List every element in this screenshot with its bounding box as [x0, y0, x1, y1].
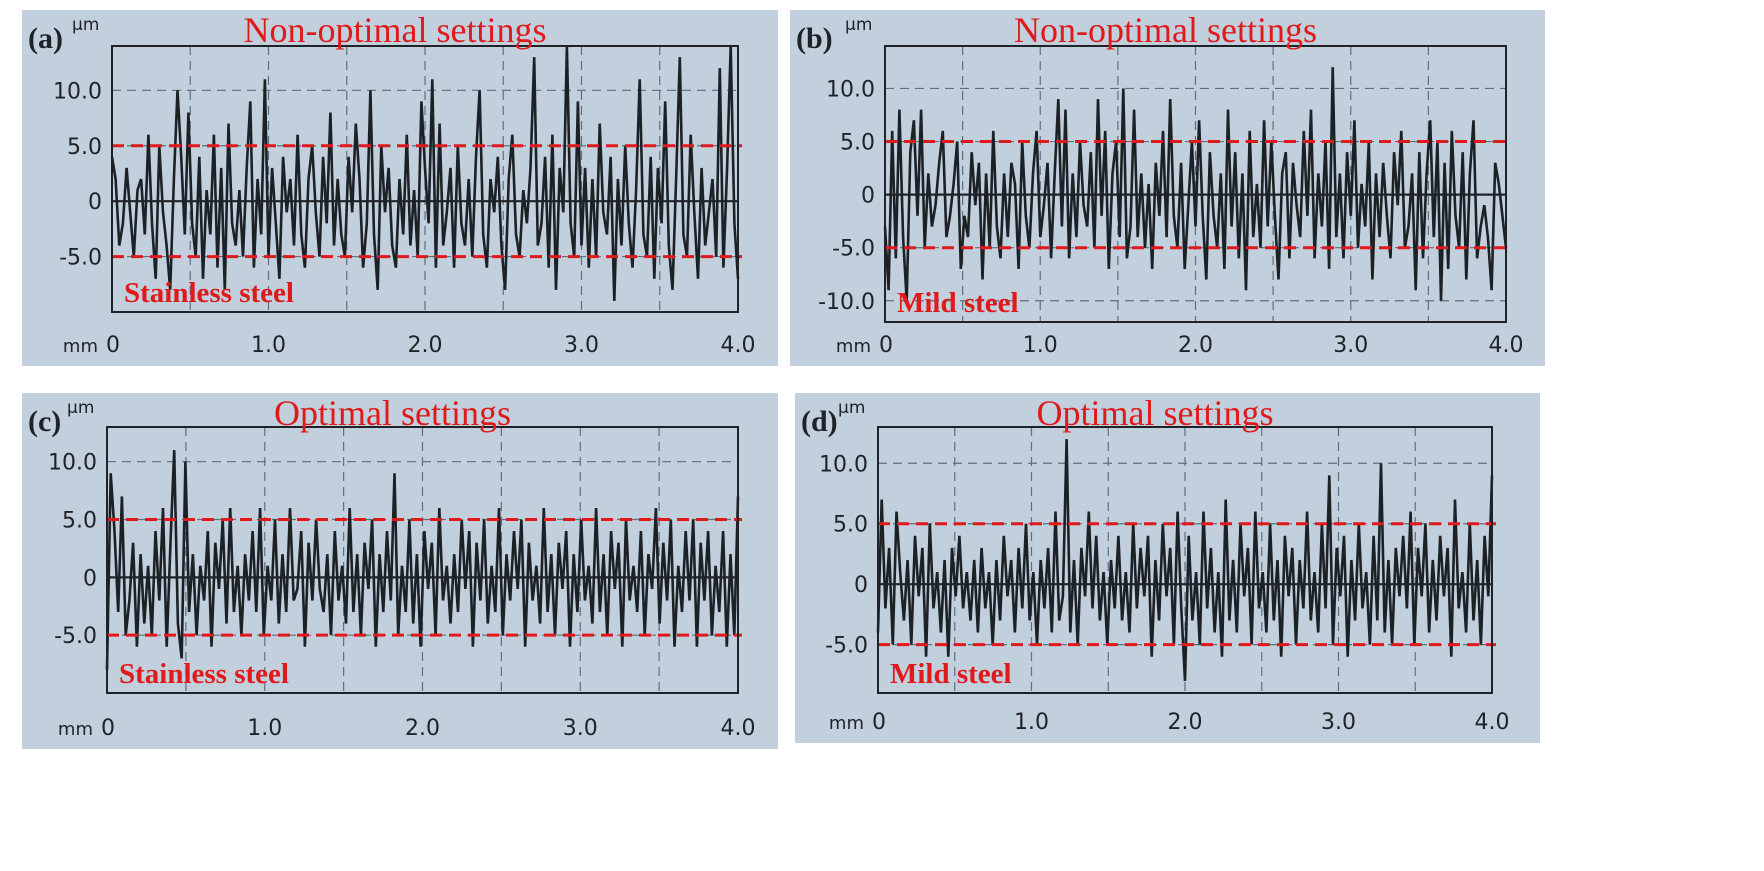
chart-title: Optimal settings: [274, 393, 511, 433]
x-tick-label: 3.0: [1321, 710, 1356, 735]
plot-frame: [877, 426, 1493, 694]
material-label: Stainless steel: [124, 277, 294, 309]
y-tick-label: -5.0: [832, 237, 875, 262]
material-label: Stainless steel: [119, 658, 289, 690]
x-axis-unit: mm: [58, 719, 93, 740]
plot-frame: [884, 45, 1507, 323]
x-tick-label: 2.0: [1178, 333, 1213, 358]
profile-trace: [883, 67, 1508, 301]
chart-svg: 10.0 5.0 0 -5.0 0 1.0 2.0 3.0 4.0 mm µm(d) Optimal …: [795, 393, 1540, 743]
y-tick-label: -10.0: [818, 290, 875, 315]
x-axis-unit: mm: [829, 713, 864, 734]
x-tick-label: 3.0: [564, 333, 599, 358]
y-axis-unit: µm: [845, 15, 872, 35]
y-tick-label: 0: [861, 184, 875, 209]
profile-trace: [110, 45, 740, 301]
x-tick-label: 1.0: [1023, 333, 1058, 358]
x-tick-label: 3.0: [563, 716, 598, 741]
y-tick-label: -5.0: [825, 634, 868, 659]
y-tick-label: -5.0: [59, 246, 102, 271]
chart-title: Optimal settings: [1037, 393, 1274, 433]
chart-svg: 10.0 5.0 0 -5.0 0 1.0 2.0 3.0 4.0 mm µm (a) Non-opti…: [22, 10, 778, 366]
x-tick-label: 0: [106, 333, 120, 358]
y-tick-label: 5.0: [67, 135, 102, 160]
chart-panel-d: 10.0 5.0 0 -5.0 0 1.0 2.0 3.0 4.0 mm µm (d) Optimal …: [795, 393, 1540, 743]
chart-svg: 10.0 5.0 0 -5.0 0 1.0 2.0 3.0 4.0 mm µm (c) Optimal …: [22, 393, 778, 749]
chart-title: Non-optimal settings: [1014, 10, 1317, 50]
y-tick-label: 0: [83, 566, 97, 591]
x-tick-label: 1.0: [247, 716, 282, 741]
x-tick-label: 0: [879, 333, 893, 358]
x-tick-label: 3.0: [1333, 333, 1368, 358]
x-axis-unit: mm: [63, 336, 98, 357]
y-tick-label: -5.0: [54, 624, 97, 649]
y-tick-label: 5.0: [833, 513, 868, 538]
panel-label: (c): [28, 405, 61, 438]
y-tick-label: 10.0: [819, 452, 868, 477]
material-label: Mild steel: [890, 658, 1012, 690]
x-tick-label: 2.0: [405, 716, 440, 741]
y-axis-unit: µm: [72, 15, 99, 35]
x-tick-label: 4.0: [721, 333, 756, 358]
y-tick-label: 10.0: [48, 451, 97, 476]
y-tick-label: 0: [88, 190, 102, 215]
x-tick-label: 1.0: [251, 333, 286, 358]
y-axis-unit: µm: [838, 398, 865, 418]
y-axis-unit: µm: [67, 398, 94, 418]
chart-panel-c: 10.0 5.0 0 -5.0 0 1.0 2.0 3.0 4.0 mm µm (c) Optimal …: [22, 393, 778, 749]
y-tick-label: 5.0: [840, 131, 875, 156]
x-tick-label: 0: [101, 716, 115, 741]
y-tick-label: 10.0: [53, 79, 102, 104]
panel-label: (a): [28, 22, 63, 55]
x-tick-label: 4.0: [1489, 333, 1524, 358]
panel-label: (b): [796, 22, 833, 55]
chart-panel-b: 10.0 5.0 0 -5.0 -10.0 0 1.0 2.0 3.0 4.0 mm µm (b) Non…: [790, 10, 1545, 366]
x-tick-label: 2.0: [408, 333, 443, 358]
x-tick-label: 2.0: [1168, 710, 1203, 735]
panel-label: (d): [801, 405, 838, 438]
x-axis-unit: mm: [836, 336, 871, 357]
plot-frame: [111, 45, 739, 313]
profile-trace: [105, 450, 740, 670]
x-tick-label: 0: [872, 710, 886, 735]
plot-frame: [106, 426, 739, 694]
x-tick-label: 4.0: [721, 716, 756, 741]
chart-title: Non-optimal settings: [244, 10, 547, 50]
material-label: Mild steel: [897, 287, 1019, 319]
profile-trace: [876, 439, 1494, 681]
y-tick-label: 5.0: [62, 509, 97, 534]
x-tick-label: 4.0: [1475, 710, 1510, 735]
x-tick-label: 1.0: [1014, 710, 1049, 735]
y-tick-label: 10.0: [826, 77, 875, 102]
chart-panel-a: 10.0 5.0 0 -5.0 0 1.0 2.0 3.0 4.0 mm µm (a) Non-opti…: [22, 10, 778, 366]
y-tick-label: 0: [854, 573, 868, 598]
